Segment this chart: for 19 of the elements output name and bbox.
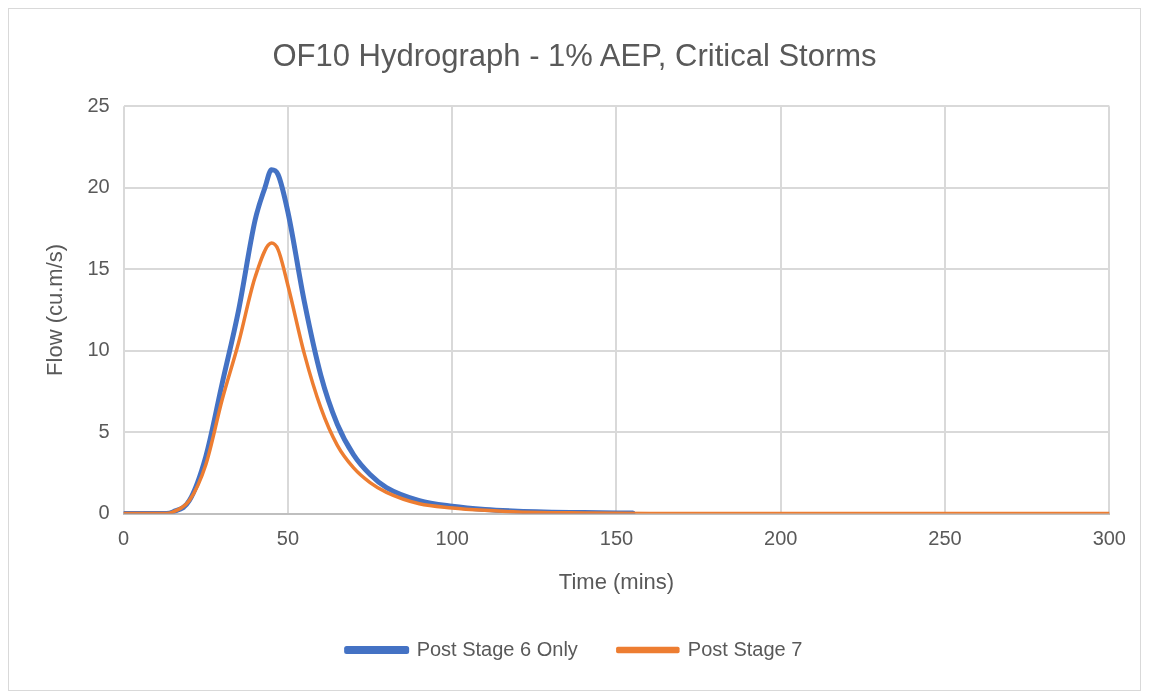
chart-title: OF10 Hydrograph - 1% AEP, Critical Storms: [272, 38, 877, 74]
x-tick-label: 0: [118, 527, 130, 550]
y-tick-label: 15: [87, 256, 110, 279]
legend-label: Post Stage 6 Only: [416, 637, 578, 660]
y-tick-label: 0: [98, 501, 110, 524]
x-tick-label: 200: [764, 527, 798, 550]
x-tick-label: 50: [276, 527, 300, 550]
y-tick-label: 5: [98, 419, 110, 442]
y-tick-label: 25: [87, 93, 110, 116]
line-series: [123, 241, 1110, 514]
legend-label: Post Stage 7: [687, 637, 803, 660]
y-tick-label: 20: [87, 175, 110, 198]
x-tick-label: 300: [1092, 527, 1126, 550]
x-tick-label: 250: [928, 527, 962, 550]
x-axis-title: Time (mins): [558, 568, 675, 594]
y-tick-label: 10: [87, 338, 110, 361]
x-tick-label: 100: [435, 527, 469, 550]
y-axis-title: Flow (cu.m/s): [42, 243, 68, 376]
x-tick-label: 150: [599, 527, 634, 550]
